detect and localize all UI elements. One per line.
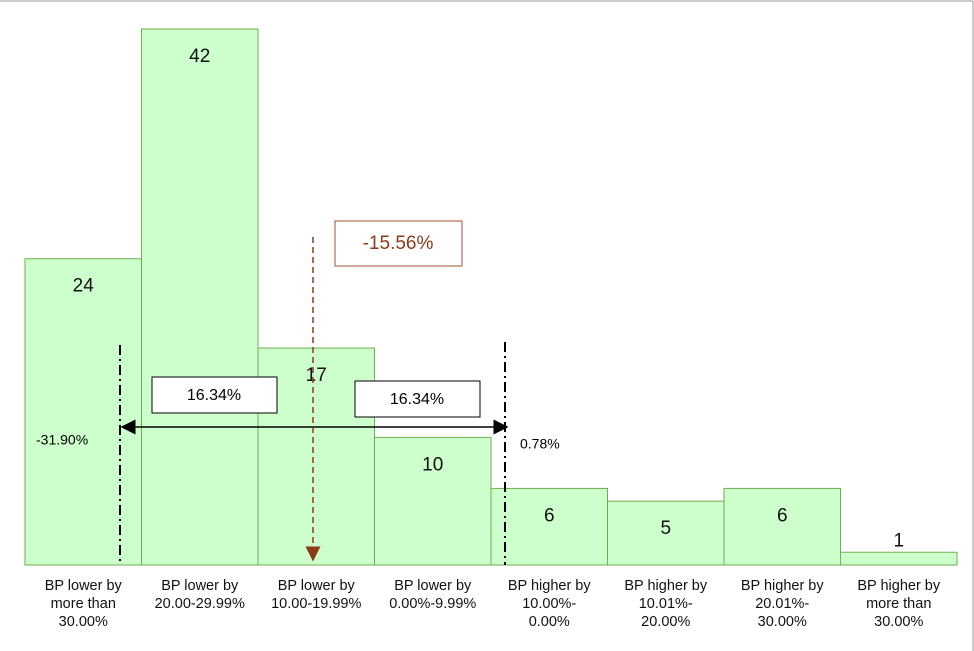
value-label: 5 xyxy=(660,518,671,539)
x-tick-label: BP higher by 10.00%- 0.00% xyxy=(507,578,591,630)
left-span-label: 16.34% xyxy=(187,387,241,404)
x-tick-label: BP lower by 20.00-29.99% xyxy=(154,578,245,612)
bar xyxy=(374,436,492,566)
bar xyxy=(490,487,608,566)
bars: 24 42 17 10 6 5 6 1 xyxy=(24,28,958,566)
left-span-box xyxy=(151,376,278,414)
x-tick-label: BP lower by more than 30.00% xyxy=(44,578,122,630)
lower-label: -31.90% xyxy=(36,432,88,448)
bar xyxy=(24,258,142,566)
value-label: 24 xyxy=(73,276,95,297)
right-span-box xyxy=(354,380,481,418)
value-label: 1 xyxy=(893,530,904,551)
x-tick-label: BP lower by 10.00-19.99% xyxy=(271,578,362,612)
upper-label: 0.78% xyxy=(520,436,560,452)
mean-box xyxy=(334,220,463,267)
value-label: 42 xyxy=(189,46,210,67)
annotations: -15.56% 16.34% 16.34% -31.90% 0.78% xyxy=(36,220,560,565)
x-tick-label: BP higher by more than 30.00% xyxy=(857,578,941,630)
bar xyxy=(607,500,725,566)
bar xyxy=(840,551,958,566)
x-tick-label: BP higher by 20.01%- 30.00% xyxy=(740,578,824,630)
bar xyxy=(141,28,259,566)
value-label: 17 xyxy=(306,365,327,386)
bar xyxy=(723,487,841,566)
right-span-label: 16.34% xyxy=(390,391,444,408)
mean-label: -15.56% xyxy=(363,233,434,254)
value-label: 6 xyxy=(777,505,788,526)
x-tick-label: BP lower by 0.00%-9.99% xyxy=(389,578,477,612)
value-label: 10 xyxy=(422,454,443,475)
x-tick-label: BP higher by 10.01%- 20.00% xyxy=(624,578,708,630)
value-label: 6 xyxy=(544,505,555,526)
